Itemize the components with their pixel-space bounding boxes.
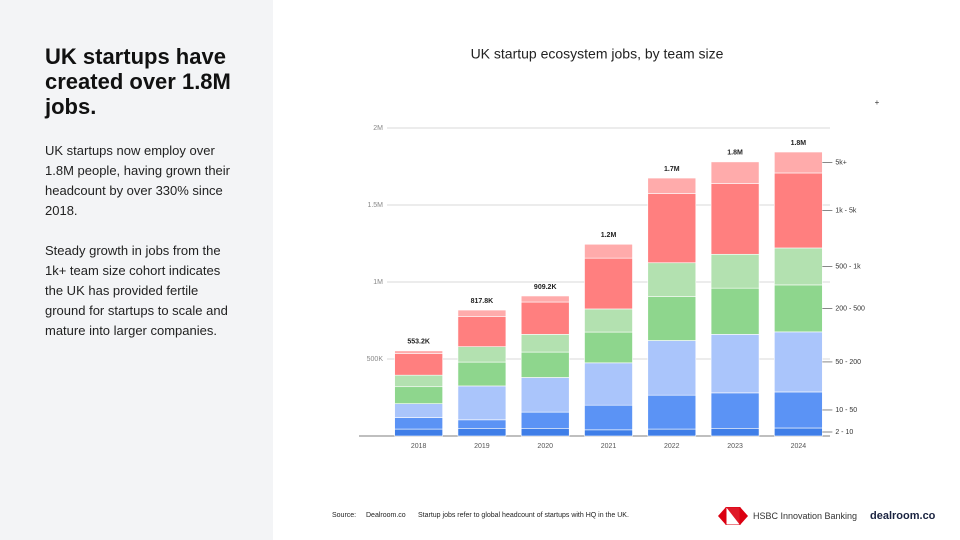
bar-segment [647, 177, 697, 194]
total-label: 1.7M [664, 166, 680, 173]
bar-segment [774, 391, 823, 429]
y-tick-label: 2M [373, 125, 383, 132]
total-label: 909.2K [534, 284, 557, 291]
total-label: 1.2M [601, 232, 617, 239]
y-tick-label: 1M [373, 279, 383, 286]
bar-segment [774, 151, 823, 174]
total-label: 1.8M [727, 150, 743, 157]
bar-segment [394, 374, 443, 388]
bar-segment [584, 257, 633, 310]
bar-segment [710, 334, 760, 394]
bar-segment [774, 247, 823, 286]
bar-segment [584, 331, 633, 364]
bar-segment [710, 287, 760, 335]
x-tick-label: 2018 [411, 443, 427, 450]
bar-segment [457, 427, 507, 437]
bar-segment [457, 346, 507, 363]
legend-label: 5k+ [835, 159, 846, 166]
bar-segment [774, 284, 823, 333]
bar-segment [647, 296, 697, 341]
legend-label: 10 - 50 [835, 407, 857, 414]
x-tick-label: 2019 [474, 443, 490, 450]
bar-segment [520, 351, 570, 378]
total-label: 817.8K [471, 298, 494, 305]
bar-segment [710, 392, 760, 429]
bar-segment [710, 183, 760, 255]
chart: UK startup ecosystem jobs, by team size … [359, 46, 880, 450]
bar-segment [457, 419, 507, 429]
legend-label: 200 - 500 [835, 305, 865, 312]
y-tick-label: 500K [367, 356, 384, 363]
bar-segment [647, 193, 697, 264]
total-label: 553.2K [407, 339, 430, 346]
bar-segment [584, 362, 633, 406]
bar-segment [584, 308, 633, 333]
bar-segment [647, 262, 697, 297]
x-tick-label: 2023 [727, 443, 743, 450]
side-panel: UK startups have created over 1.8M jobs.… [0, 0, 273, 540]
legend-label: 2 - 10 [835, 429, 853, 436]
bar-segment [394, 403, 443, 418]
bar-segment [457, 316, 507, 347]
bar-segment [647, 394, 697, 430]
legend-label: 500 - 1k [835, 263, 861, 270]
source-note: Startup jobs refer to global headcount o… [418, 512, 629, 519]
bar-segment [520, 301, 570, 335]
legend-label: 1k - 5k [835, 207, 857, 214]
headline: UK startups have created over 1.8M jobs. [45, 44, 231, 119]
bar-segment [520, 411, 570, 429]
bar-segment [584, 404, 633, 431]
bar-segment [457, 385, 507, 421]
hsbc-icon [718, 507, 748, 525]
bar-segment [584, 243, 633, 259]
total-label: 1.8M [791, 140, 807, 147]
bar-segment [394, 353, 443, 376]
bar-segment [394, 350, 443, 354]
bar-segment [774, 427, 823, 437]
bar-segment [584, 429, 633, 437]
bar-segment [774, 172, 823, 249]
bar-segment [774, 331, 823, 393]
x-tick-label: 2021 [601, 443, 617, 450]
corner-mark: + [875, 98, 880, 107]
paragraph: Steady growth in jobs from the 1k+ team … [45, 243, 228, 338]
x-tick-label: 2022 [664, 443, 680, 450]
bar-segment [710, 427, 760, 437]
bar-segment [394, 428, 443, 437]
bar-segment [457, 309, 507, 317]
bar-segment [394, 386, 443, 404]
hsbc-text: HSBC Innovation Banking [753, 511, 858, 521]
bar-segment [520, 295, 570, 303]
chart-title: UK startup ecosystem jobs, by team size [471, 46, 724, 62]
source-label: Source: [332, 512, 357, 519]
bar-segment [710, 161, 760, 184]
y-tick-label: 1.5M [367, 202, 383, 209]
bar-segment [520, 334, 570, 353]
x-tick-label: 2020 [537, 443, 553, 450]
dealroom-logo: dealroom.co [870, 510, 936, 522]
bar-segment [710, 253, 760, 289]
bar-segment [520, 427, 570, 437]
bar-segment [457, 361, 507, 387]
hsbc-logo: HSBC Innovation Banking [718, 507, 857, 525]
source: Dealroom.co [366, 512, 406, 519]
paragraph: UK startups now employ over 1.8M people,… [45, 143, 231, 218]
bar-segment [647, 428, 697, 437]
bar-segment [647, 340, 697, 396]
x-tick-label: 2024 [791, 443, 807, 450]
bar-segment [394, 417, 443, 430]
legend-label: 50 - 200 [835, 359, 861, 366]
bar-segment [520, 377, 570, 413]
